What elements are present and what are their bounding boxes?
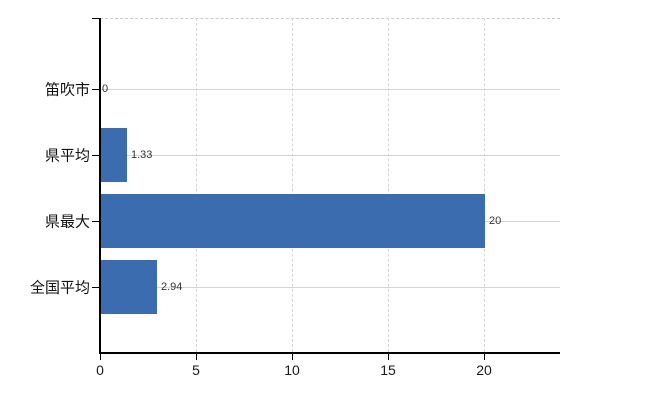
x-axis-tick [100,354,101,360]
x-tick-label-2: 10 [284,362,300,378]
value-label-1: 1.33 [131,149,153,161]
category-label-3: 全国平均 [29,279,90,297]
y-axis-tick [92,18,99,19]
x-tick-label-0: 0 [96,362,104,378]
category-label-0: 笛吹市 [44,81,90,99]
vertical-gridline [388,18,389,352]
x-axis-tick [196,354,197,360]
category-label-2: 県最大 [44,213,90,231]
vertical-gridline [484,18,485,352]
horizontal-gridline [101,287,560,288]
x-axis-line [99,352,560,354]
bar-3 [101,260,157,314]
y-axis-line [99,18,101,352]
value-label-2: 20 [489,215,502,227]
x-axis-tick [388,354,389,360]
x-tick-label-1: 5 [192,362,200,378]
y-axis-tick [92,89,99,90]
y-axis-tick [92,287,99,288]
y-axis-tick [92,221,99,222]
value-label-3: 2.94 [161,281,183,293]
bar-2 [101,194,485,248]
x-axis-tick [484,354,485,360]
bar-1 [101,128,127,182]
plot-top-border [100,18,560,19]
horizontal-gridline [101,89,560,90]
vertical-gridline [292,18,293,352]
x-tick-label-3: 15 [380,362,396,378]
x-axis-tick [292,354,293,360]
vertical-gridline [196,18,197,352]
horizontal-gridline [101,155,560,156]
x-tick-label-4: 20 [476,362,492,378]
category-label-1: 県平均 [44,147,90,165]
y-axis-tick [92,155,99,156]
value-label-0: 0 [102,83,109,95]
